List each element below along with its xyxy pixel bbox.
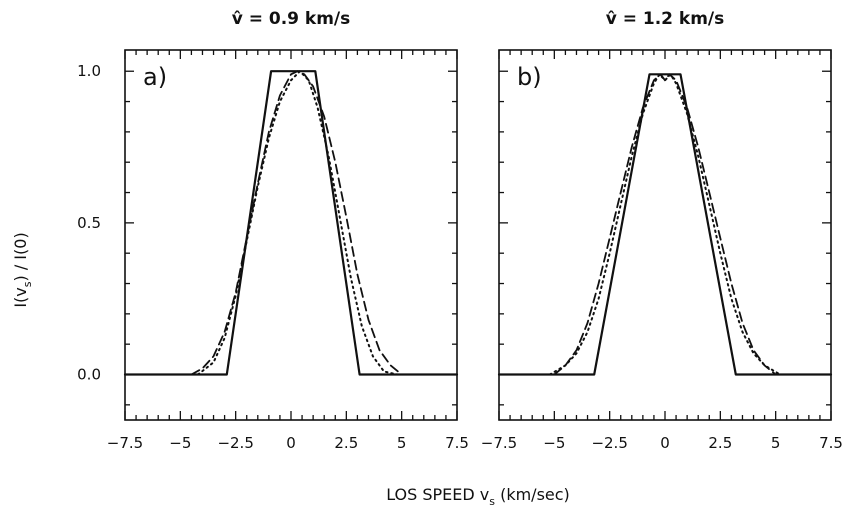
series-dashed-line [190,70,403,376]
series-solid-line [123,70,459,376]
x-tick-label: 0 [660,434,670,452]
x-tick-label: 7.5 [445,434,469,452]
panel-b-ticks: −7.5 −5 −2.5 0 2.5 5 7.5 [481,50,843,452]
panel-a: v̂ = 0.9 km/s a) −7.5 −5 −2.5 0 2.5 5 7.5 0.0 0.… [77,9,469,452]
panel-a-title: v̂ = 0.9 km/s [232,9,351,29]
panel-a-curves [123,70,459,376]
panel-b-title: v̂ = 1.2 km/s [606,9,725,29]
y-tick-label: 1.0 [77,62,101,80]
panel-a-ticks: −7.5 −5 −2.5 0 2.5 5 7.5 0.0 0.5 1.0 [77,50,469,452]
y-tick-label: 0.0 [77,366,101,384]
y-tick-label: 0.5 [77,214,101,232]
x-axis-label: LOS SPEED vs (km/sec) [386,485,570,508]
panel-a-frame [124,49,458,421]
x-tick-label: −7.5 [107,434,143,452]
x-tick-label: −5 [543,434,565,452]
series-dotted-line [548,73,782,376]
panel-b-curves [497,73,833,376]
panel-b-label: b) [517,63,542,91]
y-axis-label: I(vs) / I(0) [11,232,34,307]
panel-a-label: a) [143,63,167,91]
x-tick-label: −7.5 [481,434,517,452]
x-tick-label: 2.5 [708,434,732,452]
x-tick-label: −5 [169,434,191,452]
x-tick-label: 5 [771,434,781,452]
series-dotted-line [197,70,399,376]
x-tick-label: −2.5 [591,434,627,452]
series-solid-line [497,73,833,376]
panel-b-frame [498,49,832,421]
panel-b: v̂ = 1.2 km/s b) −7.5 −5 −2.5 0 2.5 5 7.5 [481,9,843,452]
x-tick-label: −2.5 [217,434,253,452]
x-tick-label: 0 [286,434,296,452]
x-tick-label: 5 [397,434,407,452]
x-tick-label: 7.5 [819,434,843,452]
x-tick-label: 2.5 [334,434,358,452]
